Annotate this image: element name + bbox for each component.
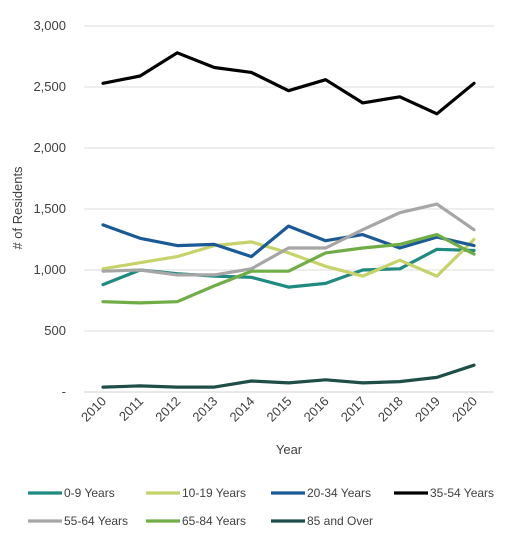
series-line-35-54-years xyxy=(101,51,476,116)
legend-item: 85 and Over xyxy=(271,514,373,528)
y-tick-label: - xyxy=(62,384,66,399)
y-tick-label: 3,000 xyxy=(33,18,66,33)
series-line-85-and-over xyxy=(101,363,476,389)
x-tick-label: 2013 xyxy=(189,394,220,425)
y-axis-ticks: - 500 1,000 1,500 2,000 2,500 3,000 xyxy=(33,18,66,399)
x-tick-label: 2012 xyxy=(152,394,183,425)
legend-label: 10-19 Years xyxy=(182,486,246,500)
legend: 0-9 Years 10-19 Years 20-34 Years 35-54 Yea… xyxy=(28,486,494,528)
x-tick-label: 2011 xyxy=(116,394,146,424)
x-tick-label: 2017 xyxy=(338,394,369,425)
x-tick-label: 2010 xyxy=(78,394,109,425)
x-axis-title: Year xyxy=(276,442,303,457)
legend-label: 35-54 Years xyxy=(430,486,494,500)
series-line-65-84-years xyxy=(101,233,476,305)
legend-label: 0-9 Years xyxy=(64,486,115,500)
series-line-20-34-years xyxy=(101,223,476,259)
x-tick-label: 2019 xyxy=(412,394,443,425)
legend-label: 85 and Over xyxy=(307,514,373,528)
y-tick-label: 500 xyxy=(44,323,66,338)
legend-item: 35-54 Years xyxy=(394,486,494,500)
x-tick-label: 2014 xyxy=(226,394,257,425)
x-tick-label: 2020 xyxy=(449,394,480,425)
legend-label: 20-34 Years xyxy=(307,486,371,500)
legend-item: 20-34 Years xyxy=(271,486,371,500)
x-tick-label: 2016 xyxy=(301,394,332,425)
y-tick-label: 2,500 xyxy=(33,79,66,94)
x-tick-label: 2015 xyxy=(264,394,295,425)
legend-label: 65-84 Years xyxy=(182,514,246,528)
series-line-55-64-years xyxy=(101,202,476,277)
x-axis-ticks: 2010 2011 2012 2013 2014 2015 2016 2017 2018 2019… xyxy=(78,394,480,425)
legend-item: 10-19 Years xyxy=(146,486,246,500)
series-line-10-19-years xyxy=(101,237,476,278)
y-axis-title: # of Residents xyxy=(10,166,25,250)
legend-item: 55-64 Years xyxy=(28,514,128,528)
y-tick-label: 1,000 xyxy=(33,262,66,277)
x-tick-label: 2018 xyxy=(375,394,406,425)
legend-item: 0-9 Years xyxy=(28,486,115,500)
series-lines xyxy=(101,51,476,389)
gridlines xyxy=(84,25,494,393)
legend-item: 65-84 Years xyxy=(146,514,246,528)
y-tick-label: 2,000 xyxy=(33,140,66,155)
legend-label: 55-64 Years xyxy=(64,514,128,528)
y-tick-label: 1,500 xyxy=(33,201,66,216)
